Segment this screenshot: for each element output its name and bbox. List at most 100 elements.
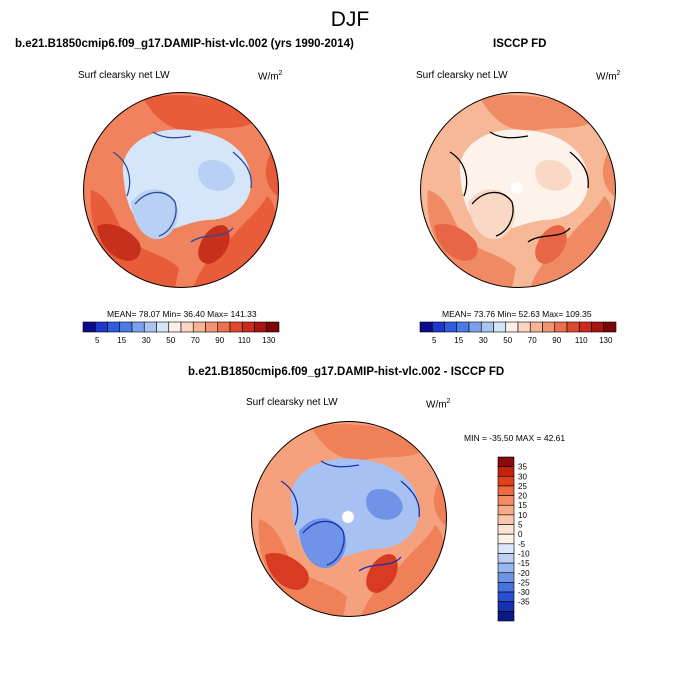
colorbar-swatch (497, 504, 515, 516)
colorbar-tick-label: -20 (518, 569, 530, 578)
pole-missing-data (342, 511, 354, 523)
colorbar-swatch (505, 321, 519, 333)
colorbar-swatch (119, 321, 133, 333)
colorbar-swatch (497, 553, 515, 564)
continent-asia-east (265, 152, 279, 196)
colorbar-tick-label: 10 (518, 511, 527, 520)
colorbar-tick-label: -30 (518, 588, 530, 597)
colorbar-swatch (217, 321, 231, 333)
model-panel-title: b.e21.B1850cmip6.f09_g17.DAMIP-hist-vlc.… (15, 38, 354, 50)
warm-region-atlantic (434, 223, 478, 261)
colorbar-swatch (131, 321, 145, 333)
colorbar-tick-label: 110 (238, 336, 251, 345)
central-arctic-patch (198, 159, 235, 191)
colorbar-swatch (497, 533, 515, 545)
colorbar-tick-label: -35 (518, 598, 530, 607)
obs-stats: MEAN= 73.76 Min= 52.63 Max= 109.35 (442, 309, 592, 319)
colorbar-swatch (143, 321, 157, 333)
model-polar-map (83, 92, 279, 288)
colorbar-tick-label: 90 (215, 336, 224, 345)
obs-panel-title: ISCCP FD (493, 38, 547, 50)
central-arctic-patch (535, 159, 572, 191)
colorbar-swatch (254, 321, 268, 333)
colorbar-tick-label: 30 (142, 336, 151, 345)
colorbar-tick-label: 15 (454, 336, 463, 345)
colorbar-swatch (591, 321, 605, 333)
colorbar-swatch (497, 514, 515, 525)
colorbar-swatch (468, 321, 482, 333)
map-field (420, 92, 616, 288)
colorbar-tick-label: -25 (518, 578, 530, 587)
map-field (83, 92, 279, 288)
colorbar-swatch (578, 321, 592, 333)
colorbar-swatch (192, 321, 206, 333)
colorbar-tick-label: 5 (518, 521, 523, 530)
colorbar-tick-label: -15 (518, 559, 530, 568)
colorbar-swatch (554, 321, 568, 333)
warm-region-atlantic (265, 552, 309, 590)
colorbar-tick-label: 0 (518, 530, 523, 539)
diff-stats: MIN = -35.50 MAX = 42.61 (464, 433, 566, 443)
diff-variable-label: Surf clearsky net LW (246, 397, 338, 408)
colorbar-tick-label: 70 (528, 336, 537, 345)
diff-panel-title: b.e21.B1850cmip6.f09_g17.DAMIP-hist-vlc.… (188, 366, 505, 378)
continent-europe (193, 196, 276, 288)
continent-north-america (90, 190, 179, 288)
obs-units-label: W/m2 (596, 70, 621, 83)
colorbar-swatch (497, 495, 515, 506)
colorbar-swatch (497, 601, 515, 612)
colorbar-tick-label: 35 (518, 463, 527, 472)
colorbar-swatch (444, 321, 458, 333)
colorbar-swatch (603, 321, 617, 333)
diff-polar-map (251, 421, 447, 617)
continent-europe (530, 196, 613, 288)
colorbar-swatch (480, 321, 494, 333)
colorbar-swatch (497, 475, 515, 487)
pole-missing-data (511, 182, 523, 194)
greenland-region (468, 189, 515, 240)
obs-colorbar: 5 15 30 50 70 90 110 130 (419, 321, 617, 345)
colorbar-swatch (497, 582, 515, 593)
colorbar-swatch (497, 485, 515, 496)
colorbar-tick-label: 130 (599, 336, 613, 345)
colorbar-swatch (497, 611, 515, 622)
colorbar-swatch (456, 321, 470, 333)
colorbar-swatch (497, 466, 515, 477)
continent-north-america (427, 190, 516, 288)
obs-variable-label: Surf clearsky net LW (416, 70, 508, 81)
diff-units-label: W/m2 (426, 398, 451, 411)
colorbar-swatch (156, 321, 170, 333)
coastline-lines (280, 460, 420, 572)
colorbar-tick-label: 30 (479, 336, 488, 345)
colorbar-tick-label: 5 (95, 336, 100, 345)
colorbar-tick-label: 5 (432, 336, 437, 345)
colorbar-tick-label: 25 (518, 482, 527, 491)
map-border (83, 92, 279, 288)
colorbar-tick-label: 90 (552, 336, 561, 345)
colorbar-tick-label: 20 (518, 492, 527, 501)
coastline-lines (449, 131, 589, 243)
colorbar-swatch (241, 321, 255, 333)
obs-polar-map (420, 92, 616, 288)
continent-europe (361, 525, 444, 617)
colorbar-tick-label: 110 (575, 336, 588, 345)
colorbar-swatch (180, 321, 194, 333)
coastline-lines (112, 131, 252, 243)
colorbar-swatch (419, 321, 433, 333)
central-arctic-patch (366, 488, 403, 520)
continent-asia-east (433, 481, 447, 525)
colorbar-tick-label: 70 (191, 336, 200, 345)
colorbar-swatch (497, 524, 515, 535)
greenland-region (299, 518, 346, 569)
colorbar-swatch (107, 321, 121, 333)
map-border (251, 421, 447, 617)
model-stats: MEAN= 78.07 Min= 36.40 Max= 141.33 (107, 309, 257, 319)
colorbar-swatch (94, 321, 108, 333)
colorbar-swatch (566, 321, 580, 333)
map-border (420, 92, 616, 288)
colorbar-swatch (497, 572, 515, 583)
colorbar-tick-label: 50 (503, 336, 512, 345)
colorbar-swatch (497, 543, 515, 554)
colorbar-swatch (266, 321, 280, 333)
